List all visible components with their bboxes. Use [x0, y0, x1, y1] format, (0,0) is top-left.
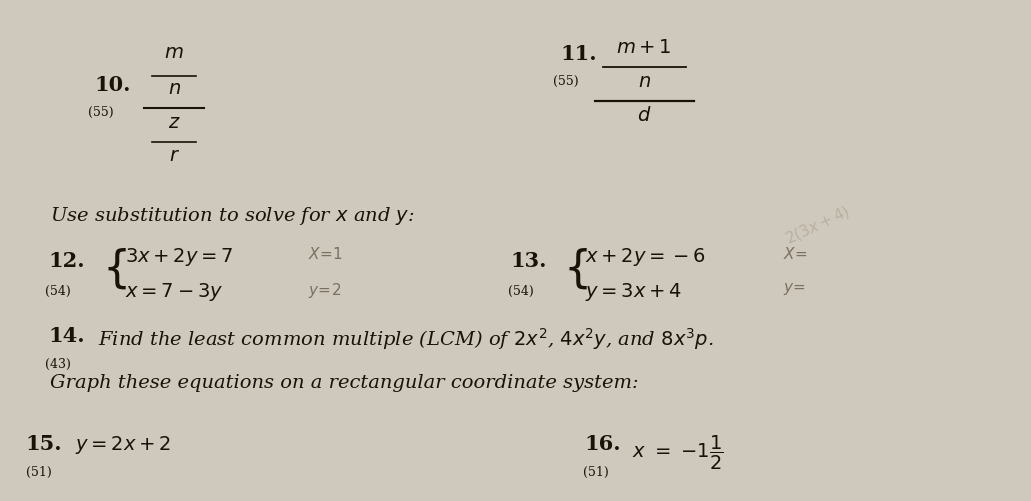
Text: (54): (54) [45, 284, 71, 297]
Text: $X\!=$: $X\!=$ [783, 245, 807, 262]
Text: (55): (55) [553, 75, 578, 88]
Text: Use substitution to solve for $x$ and $y$:: Use substitution to solve for $x$ and $y… [51, 205, 415, 227]
Text: $y\!=$: $y\!=$ [783, 281, 806, 296]
Text: (55): (55) [88, 106, 113, 119]
Text: $y = 2x + 2$: $y = 2x + 2$ [75, 433, 171, 455]
Text: Graph these equations on a rectangular coordinate system:: Graph these equations on a rectangular c… [51, 373, 639, 391]
Text: 14.: 14. [48, 325, 85, 345]
Text: $X\!=\!1$: $X\!=\!1$ [307, 245, 342, 262]
Text: 15.: 15. [26, 433, 62, 453]
Text: $x \ = \ {-1}\dfrac{1}{2}$: $x \ = \ {-1}\dfrac{1}{2}$ [632, 433, 724, 471]
Text: $n$: $n$ [637, 73, 651, 91]
Text: $\{$: $\{$ [102, 245, 127, 291]
Text: $y = 3x + 4$: $y = 3x + 4$ [585, 281, 681, 302]
Text: $r$: $r$ [168, 147, 179, 165]
Text: 12.: 12. [48, 250, 85, 271]
Text: $x = 7 - 3y$: $x = 7 - 3y$ [125, 281, 223, 302]
Text: $m$: $m$ [164, 44, 184, 62]
Text: (51): (51) [26, 464, 52, 477]
Text: (54): (54) [507, 284, 533, 297]
Text: (43): (43) [45, 357, 71, 370]
Text: $z$: $z$ [168, 113, 180, 131]
Text: $\{$: $\{$ [563, 245, 588, 291]
Text: Find the least common multiple (LCM) of $2x^2$, $4x^2y$, and $8x^3p$.: Find the least common multiple (LCM) of … [98, 325, 713, 351]
Text: (51): (51) [583, 464, 608, 477]
Text: $m + 1$: $m + 1$ [617, 39, 672, 57]
Text: 10.: 10. [95, 75, 131, 95]
Text: $x + 2y = -6$: $x + 2y = -6$ [585, 245, 705, 268]
Text: $2(3x+4)$: $2(3x+4)$ [783, 202, 854, 248]
Text: 13.: 13. [510, 250, 547, 271]
Text: $y\!=\!2$: $y\!=\!2$ [307, 281, 341, 299]
Text: 16.: 16. [585, 433, 622, 453]
Text: $d$: $d$ [637, 106, 652, 125]
Text: $n$: $n$ [167, 80, 180, 98]
Text: 11.: 11. [560, 44, 597, 64]
Text: $3x + 2y = 7$: $3x + 2y = 7$ [125, 245, 233, 268]
